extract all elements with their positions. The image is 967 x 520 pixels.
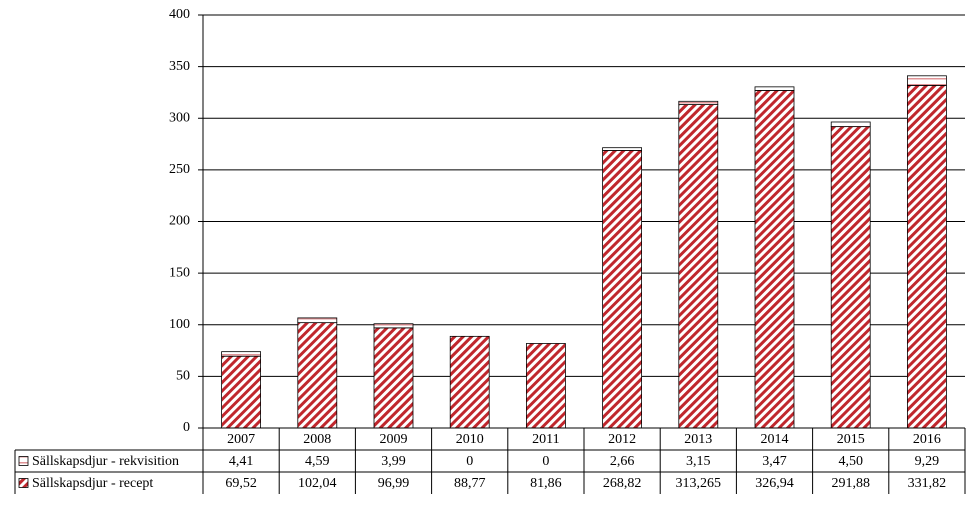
- bar-segment: [678, 104, 719, 429]
- bar-segment: [830, 121, 871, 128]
- x-tick-label: 2009: [380, 432, 408, 447]
- y-tick-label: 200: [169, 214, 190, 229]
- table-value: 331,82: [908, 476, 947, 491]
- table-value: 0: [466, 454, 473, 469]
- y-tick-label: 150: [169, 265, 190, 280]
- bar-segment: [678, 100, 719, 105]
- table-value: 4,50: [838, 454, 863, 469]
- bar-segment: [373, 327, 414, 429]
- table-value: 4,41: [229, 454, 254, 469]
- table-value: 0: [542, 454, 549, 469]
- bar-segment: [221, 355, 262, 429]
- bar-segment: [526, 343, 566, 429]
- y-tick-label: 400: [169, 7, 190, 22]
- table-value: 81,86: [530, 476, 562, 491]
- table-value: 4,59: [305, 454, 330, 469]
- bar-segment: [907, 75, 947, 86]
- y-tick-label: 300: [169, 110, 190, 125]
- legend-key: [18, 456, 29, 466]
- x-tick-label: 2010: [456, 432, 484, 447]
- x-tick-label: 2013: [684, 432, 712, 447]
- table-value: 9,29: [915, 454, 940, 469]
- table-value: 88,77: [454, 476, 486, 491]
- x-tick-label: 2007: [227, 432, 255, 447]
- x-tick-label: 2014: [761, 432, 789, 447]
- y-tick-label: 0: [183, 420, 190, 435]
- legend-label: Sällskapsdjur - rekvisition: [32, 454, 179, 469]
- table-value: 3,99: [381, 454, 406, 469]
- bar-segment: [602, 147, 642, 151]
- x-tick-label: 2016: [913, 432, 941, 447]
- table-value: 102,04: [298, 476, 337, 491]
- x-tick-label: 2015: [837, 432, 865, 447]
- x-tick-label: 2008: [303, 432, 331, 447]
- bar-segment: [830, 126, 871, 429]
- table-value: 2,66: [610, 454, 635, 469]
- x-tick-label: 2011: [532, 432, 559, 447]
- bar-segment: [754, 90, 795, 429]
- table-value: 96,99: [378, 476, 410, 491]
- y-tick-label: 250: [169, 162, 190, 177]
- bar-segment: [907, 84, 947, 429]
- bar-segment: [449, 335, 490, 429]
- y-tick-label: 50: [176, 369, 190, 384]
- legend-label: Sällskapsdjur - recept: [32, 476, 153, 491]
- bar-segment: [602, 150, 642, 429]
- table-value: 3,15: [686, 454, 711, 469]
- bar-segment: [297, 317, 338, 324]
- bar-segment: [373, 323, 414, 329]
- y-tick-label: 350: [169, 59, 190, 74]
- table-value: 69,52: [225, 476, 257, 491]
- table-value: 313,265: [676, 476, 722, 491]
- x-tick-label: 2012: [608, 432, 636, 447]
- bar-segment: [297, 322, 338, 429]
- y-tick-label: 100: [169, 317, 190, 332]
- bar-segment: [221, 351, 262, 357]
- table-value: 326,94: [755, 476, 794, 491]
- table-value: 3,47: [762, 454, 787, 469]
- legend-key: [18, 478, 29, 488]
- bar-segment: [754, 86, 795, 91]
- table-value: 291,88: [831, 476, 870, 491]
- table-value: 268,82: [603, 476, 642, 491]
